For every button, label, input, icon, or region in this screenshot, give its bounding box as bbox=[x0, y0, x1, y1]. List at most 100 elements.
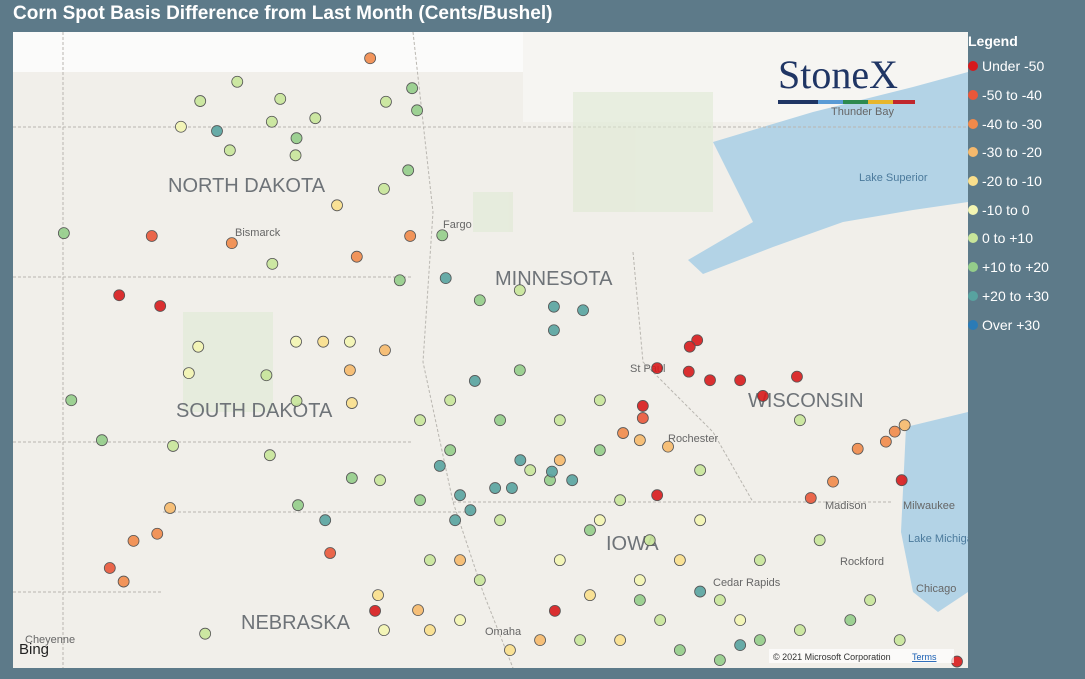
point bbox=[117, 575, 130, 588]
point bbox=[345, 472, 358, 484]
point bbox=[614, 494, 627, 507]
point bbox=[65, 394, 78, 407]
legend-swatch bbox=[968, 233, 978, 244]
legend-label: Under -50 bbox=[982, 58, 1045, 75]
legend-swatch bbox=[968, 319, 978, 330]
point bbox=[103, 562, 116, 574]
point bbox=[331, 199, 343, 212]
point bbox=[175, 120, 187, 133]
point bbox=[414, 494, 426, 507]
point bbox=[713, 594, 726, 607]
map-labels: NORTH DAKOTA SOUTH DAKOTA MINNESOTA WISC… bbox=[25, 106, 968, 646]
legend-swatch bbox=[968, 147, 978, 158]
point bbox=[424, 624, 436, 637]
legend-item: -20 to -10 bbox=[968, 167, 1085, 196]
legend-label: Over +30 bbox=[982, 316, 1040, 333]
point bbox=[553, 554, 566, 567]
point bbox=[898, 419, 911, 432]
point bbox=[350, 250, 363, 263]
point bbox=[893, 634, 906, 647]
point bbox=[223, 144, 236, 157]
water-label: Lake Michigan bbox=[908, 533, 968, 545]
point bbox=[290, 395, 303, 407]
point bbox=[380, 95, 392, 108]
point bbox=[506, 482, 518, 494]
legend-item: Under -50 bbox=[968, 52, 1085, 81]
point bbox=[804, 492, 817, 504]
point bbox=[468, 375, 481, 387]
point bbox=[673, 554, 686, 567]
point bbox=[844, 614, 857, 627]
point bbox=[372, 589, 384, 602]
point bbox=[151, 527, 164, 540]
point bbox=[614, 634, 627, 647]
point bbox=[813, 534, 826, 547]
point bbox=[577, 304, 589, 317]
lake-superior bbox=[688, 72, 968, 274]
point bbox=[548, 324, 560, 337]
point bbox=[404, 230, 417, 242]
point bbox=[412, 604, 424, 617]
point bbox=[454, 614, 466, 627]
city-label: Omaha bbox=[485, 626, 522, 638]
point bbox=[691, 334, 704, 347]
point bbox=[57, 227, 70, 240]
state-label: NORTH DAKOTA bbox=[168, 175, 326, 197]
point bbox=[654, 614, 667, 627]
logo-bar bbox=[893, 100, 915, 104]
point bbox=[636, 412, 649, 424]
city-label: Rockford bbox=[840, 556, 884, 568]
terms-link[interactable]: Terms bbox=[912, 652, 937, 662]
water-label: Lake Superior bbox=[859, 172, 928, 184]
point bbox=[513, 284, 526, 297]
legend-item: Over +30 bbox=[968, 310, 1085, 339]
map: NORTH DAKOTA SOUTH DAKOTA MINNESOTA WISC… bbox=[13, 32, 968, 668]
point bbox=[378, 624, 390, 637]
legend-item: -40 to -30 bbox=[968, 109, 1085, 138]
point bbox=[454, 489, 466, 502]
point bbox=[343, 364, 356, 377]
canada bbox=[13, 32, 523, 72]
legend-label: +20 to +30 bbox=[982, 287, 1049, 304]
point bbox=[292, 499, 304, 512]
point bbox=[211, 125, 223, 137]
point bbox=[411, 104, 423, 117]
point bbox=[494, 414, 506, 427]
point bbox=[374, 474, 386, 487]
legend-swatch bbox=[968, 176, 978, 187]
legend-title: Legend bbox=[968, 33, 1018, 49]
point bbox=[584, 524, 596, 537]
point bbox=[263, 449, 276, 462]
point bbox=[454, 554, 466, 567]
point bbox=[414, 414, 426, 427]
legend-label: 0 to +10 bbox=[982, 230, 1033, 247]
point bbox=[566, 474, 579, 487]
point bbox=[494, 514, 506, 527]
legend-label: -40 to -30 bbox=[982, 115, 1042, 132]
logo-bar bbox=[868, 100, 893, 104]
point bbox=[324, 547, 337, 559]
point bbox=[164, 502, 176, 514]
legend-label: -10 to 0 bbox=[982, 201, 1030, 218]
legend-swatch bbox=[968, 61, 978, 72]
city-label: Chicago bbox=[916, 583, 956, 595]
legend-label: +10 to +20 bbox=[982, 259, 1049, 276]
point bbox=[436, 229, 449, 242]
point bbox=[643, 534, 656, 547]
point bbox=[192, 340, 205, 353]
point bbox=[402, 164, 415, 177]
point bbox=[636, 400, 649, 412]
point bbox=[444, 394, 457, 407]
legend-item: -50 to -40 bbox=[968, 81, 1085, 110]
legend-swatch bbox=[968, 204, 978, 215]
point bbox=[734, 374, 747, 387]
provider-label: Bing bbox=[19, 641, 49, 658]
point bbox=[154, 300, 167, 312]
point bbox=[378, 182, 390, 195]
point bbox=[266, 257, 279, 270]
lake-michigan bbox=[901, 412, 968, 612]
point bbox=[95, 434, 108, 447]
legend-swatch bbox=[968, 90, 978, 101]
point bbox=[694, 585, 707, 598]
